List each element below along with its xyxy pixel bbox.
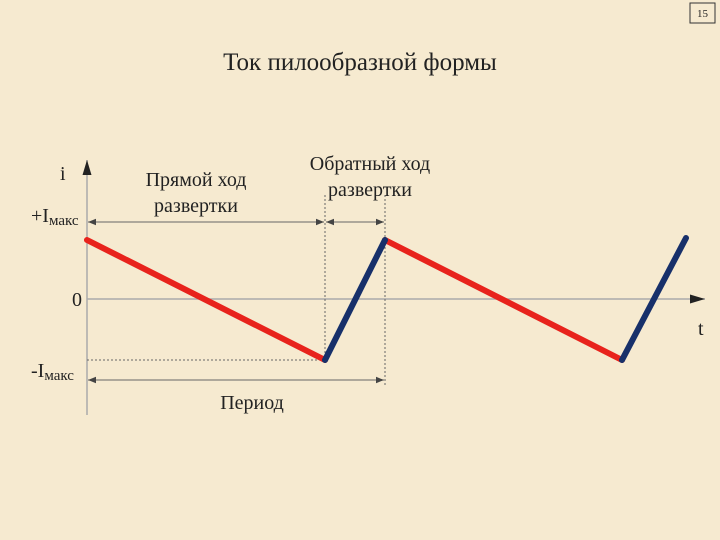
annotation: Прямой ход [146,169,247,191]
y-axis-label: i [60,163,66,185]
annotation: Период [220,392,284,414]
level-text: +I [31,205,49,227]
forward-segment [84,237,328,363]
return-segment [619,235,689,363]
page-number: 15 [697,8,709,20]
page-number-box [689,2,716,24]
return-segment [322,237,388,363]
forward-segment [382,237,625,363]
level-subscript: макс [44,368,74,384]
title: Ток пилообразной формы [223,49,497,76]
x-axis-label: t [698,318,704,340]
level-label: -Iмакс [31,360,74,384]
annotation: развертки [328,179,412,201]
level-subscript: макс [49,213,79,229]
level-text: -I [31,360,44,382]
level-label: +Iмакс [31,205,79,229]
annotation: развертки [154,195,238,217]
annotation: Обратный ход [310,153,430,175]
level-label: 0 [72,289,82,311]
